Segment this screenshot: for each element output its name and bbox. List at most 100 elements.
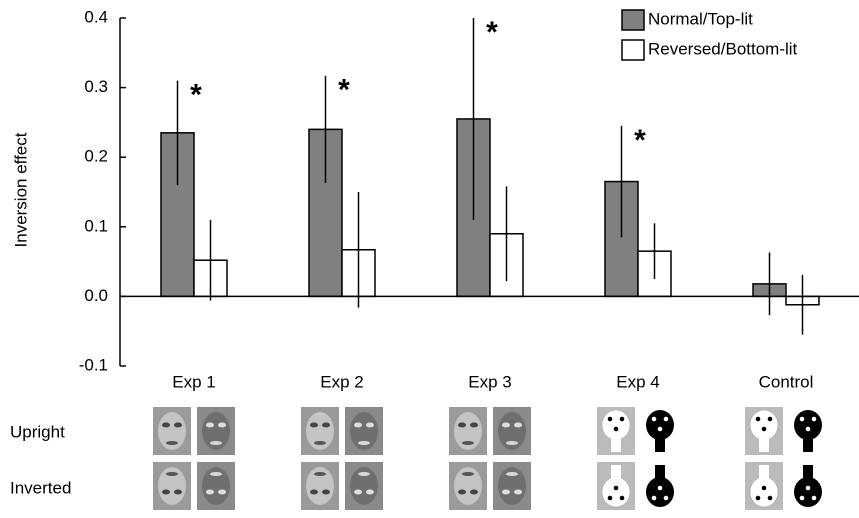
eye — [310, 423, 318, 428]
dot — [614, 427, 619, 432]
stimulus-image — [197, 407, 235, 455]
neck — [803, 465, 813, 482]
eye — [322, 423, 330, 428]
dot — [800, 496, 805, 501]
stimulus-image — [345, 462, 383, 510]
mouth — [166, 441, 178, 445]
mouth — [210, 441, 222, 445]
mouth — [166, 472, 178, 476]
stimulus-image — [345, 407, 383, 455]
stimulus-image — [449, 407, 487, 455]
y-tick-label: -0.1 — [79, 355, 108, 374]
eye — [470, 423, 478, 428]
eye — [458, 423, 466, 428]
eye — [206, 490, 214, 495]
mouth — [358, 472, 370, 476]
y-tick-label: 0.2 — [84, 147, 108, 166]
mouth — [506, 441, 518, 445]
legend-label: Reversed/Bottom-lit — [648, 39, 798, 58]
eye — [354, 490, 362, 495]
dot — [608, 417, 613, 422]
eye — [310, 490, 318, 495]
dot — [614, 486, 619, 491]
mouth — [358, 441, 370, 445]
legend-swatch — [622, 40, 644, 60]
chart: Inversion effect -0.10.00.10.20.30.4****… — [0, 0, 859, 518]
eye — [470, 490, 478, 495]
dot — [652, 417, 657, 422]
mouth — [462, 472, 474, 476]
stimulus-image — [301, 407, 339, 455]
significance-marker: * — [338, 74, 350, 107]
category-label: Exp 2 — [320, 372, 363, 391]
legend-label: Normal/Top-lit — [648, 9, 753, 28]
eye — [174, 423, 182, 428]
dot — [812, 496, 817, 501]
neck — [803, 435, 813, 452]
dot — [664, 496, 669, 501]
eye — [502, 490, 510, 495]
dot — [762, 486, 767, 491]
stimulus-image — [789, 462, 827, 510]
dot — [812, 417, 817, 422]
mouth — [506, 472, 518, 476]
dot — [768, 417, 773, 422]
mouth — [314, 472, 326, 476]
mouth — [462, 441, 474, 445]
eye — [174, 490, 182, 495]
y-tick-label: 0.1 — [84, 216, 108, 235]
category-label: Exp 4 — [616, 372, 659, 391]
stimulus-image — [197, 462, 235, 510]
mouth — [314, 441, 326, 445]
y-tick-label: 0.0 — [84, 286, 108, 305]
significance-marker: * — [486, 16, 498, 49]
eye — [354, 423, 362, 428]
stimulus-image — [153, 407, 191, 455]
stimulus-image — [745, 462, 783, 510]
dot — [806, 486, 811, 491]
dot — [800, 417, 805, 422]
eye — [162, 423, 170, 428]
neck — [611, 465, 621, 482]
dot — [762, 427, 767, 432]
row-label: Inverted — [10, 478, 71, 497]
dot — [608, 496, 613, 501]
dot — [756, 417, 761, 422]
dot — [658, 486, 663, 491]
legend-swatch — [622, 10, 644, 30]
neck — [655, 435, 665, 452]
dot — [664, 417, 669, 422]
stimulus-image — [493, 407, 531, 455]
neck — [655, 465, 665, 482]
eye — [514, 423, 522, 428]
stimulus-image — [597, 407, 635, 455]
stimulus-image — [493, 462, 531, 510]
dot — [652, 496, 657, 501]
eye — [162, 490, 170, 495]
dot — [658, 427, 663, 432]
eye — [322, 490, 330, 495]
stimulus-image — [641, 462, 679, 510]
eye — [502, 423, 510, 428]
stimulus-image — [641, 407, 679, 455]
stimulus-image — [745, 407, 783, 455]
eye — [206, 423, 214, 428]
mouth — [210, 472, 222, 476]
y-tick-label: 0.3 — [84, 77, 108, 96]
row-label: Upright — [10, 422, 65, 441]
stimulus-image — [597, 462, 635, 510]
category-label: Control — [759, 372, 814, 391]
neck — [759, 435, 769, 452]
eye — [458, 490, 466, 495]
significance-marker: * — [190, 79, 202, 112]
y-tick-label: 0.4 — [84, 7, 108, 26]
eye — [218, 490, 226, 495]
eye — [514, 490, 522, 495]
dot — [806, 427, 811, 432]
category-label: Exp 1 — [172, 372, 215, 391]
eye — [366, 490, 374, 495]
category-label: Exp 3 — [468, 372, 511, 391]
significance-marker: * — [634, 124, 646, 157]
neck — [759, 465, 769, 482]
stimulus-image — [153, 462, 191, 510]
